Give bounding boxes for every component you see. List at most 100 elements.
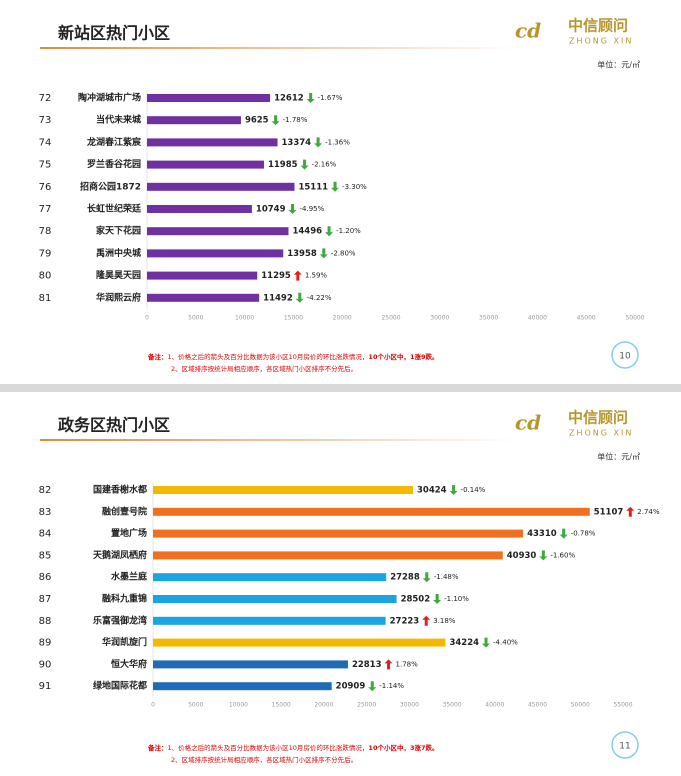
change-label: -4.22% xyxy=(307,294,332,302)
x-tick-label: 50000 xyxy=(625,315,644,322)
x-tick-label: 15000 xyxy=(272,702,291,709)
slide-title: 新站区热门小区 xyxy=(58,24,170,43)
change-label: 3.18% xyxy=(433,617,456,625)
change-arrow xyxy=(384,659,393,670)
change-label: -1.60% xyxy=(550,551,575,559)
bar xyxy=(153,529,524,538)
change-arrow xyxy=(300,159,309,170)
value-label: 13374 xyxy=(282,138,312,148)
rank: 88 xyxy=(39,616,52,627)
logo-text: 中信顾问 xyxy=(568,409,628,427)
value-label: 27223 xyxy=(390,616,420,626)
rank: 76 xyxy=(39,182,52,193)
change-arrow xyxy=(433,594,442,604)
note-text: 1、价格之后的箭头及百分比数据为该小区10月房价的环比涨跌情况， xyxy=(168,743,369,752)
category-label: 招商公园1872 xyxy=(80,180,141,192)
bar xyxy=(153,573,387,582)
note-line: 2、区域排序按统计局相应顺序，各区域热门小区排序不分先后。 xyxy=(171,364,357,373)
bar xyxy=(153,507,590,516)
bar xyxy=(147,271,258,280)
change-arrow xyxy=(295,292,304,303)
value-label: 14496 xyxy=(292,227,322,237)
value-label: 12612 xyxy=(274,94,304,104)
change-arrow xyxy=(559,528,568,539)
value-label: 20909 xyxy=(336,682,366,692)
slide-title: 政务区热门小区 xyxy=(58,416,170,435)
rank: 72 xyxy=(39,93,52,104)
rank: 74 xyxy=(39,137,52,148)
change-label: -1.48% xyxy=(434,573,459,581)
change-arrow xyxy=(288,204,297,214)
x-tick-label: 40000 xyxy=(485,702,504,709)
value-label: 27288 xyxy=(390,573,420,583)
category-label: 华润熙云府 xyxy=(96,291,141,303)
x-tick-label: 25000 xyxy=(357,702,376,709)
change-arrow xyxy=(314,137,323,148)
bar xyxy=(153,660,348,669)
bar xyxy=(147,116,241,125)
note-summary: 10个小区中，1涨9跌。 xyxy=(368,352,438,361)
bar xyxy=(147,227,289,236)
rank: 89 xyxy=(39,638,52,649)
x-tick-label: 25000 xyxy=(381,315,400,322)
change-label: -0.14% xyxy=(461,486,486,494)
rank: 73 xyxy=(39,115,52,126)
category-label: 融创壹号院 xyxy=(102,505,147,517)
change-label: -1.10% xyxy=(444,595,469,603)
change-arrow xyxy=(325,226,334,237)
change-label: -1.20% xyxy=(336,227,361,235)
bar xyxy=(147,293,260,302)
category-label: 绿地国际花都 xyxy=(93,680,147,692)
logo-mark: cd xyxy=(515,411,541,435)
category-label: 长虹世纪荣廷 xyxy=(87,203,142,215)
x-tick-label: 15000 xyxy=(284,315,303,322)
rank: 86 xyxy=(39,572,52,583)
rank: 91 xyxy=(39,681,52,692)
value-label: 11295 xyxy=(261,271,291,281)
note-line: 2、区域排序按统计局相应顺序，各区域热门小区排序不分先后。 xyxy=(171,755,357,764)
bar xyxy=(147,205,252,213)
bar xyxy=(147,138,278,147)
value-label: 34224 xyxy=(449,638,479,648)
bar xyxy=(153,486,413,494)
change-label: 2.74% xyxy=(637,508,660,516)
category-label: 家天下花园 xyxy=(96,225,141,237)
change-label: -3.30% xyxy=(342,183,367,191)
bar xyxy=(153,595,397,603)
slide: 新站区热门小区 cd 中信顾问 ZHONG XIN 单位：元/㎡ 0 5000 10000 15… xyxy=(0,0,681,384)
bar xyxy=(147,249,284,258)
slide-background xyxy=(0,0,681,384)
logo-text: 中信顾问 xyxy=(568,17,628,35)
value-label: 40930 xyxy=(507,551,537,561)
rank: 78 xyxy=(39,226,52,237)
x-tick-label: 35000 xyxy=(443,702,462,709)
change-arrow xyxy=(539,550,548,561)
change-label: -1.14% xyxy=(379,682,404,690)
change-arrow xyxy=(422,572,431,583)
note-text: 1、价格之后的箭头及百分比数据为该小区10月房价的环比涨跌情况， xyxy=(168,352,369,361)
slide-background xyxy=(0,392,681,776)
category-label: 天鹅湖凤栖府 xyxy=(93,549,147,561)
x-tick-label: 30000 xyxy=(430,315,449,322)
bar xyxy=(147,160,264,169)
bar xyxy=(147,94,271,102)
note-line: 备注：1、价格之后的箭头及百分比数据为该小区10月房价的环比涨跌情况，10个小区… xyxy=(147,352,439,361)
logo-sub: ZHONG XIN xyxy=(569,37,633,46)
x-tick-label: 30000 xyxy=(400,702,419,709)
rank: 80 xyxy=(39,271,52,282)
category-label: 国建香榭水都 xyxy=(93,484,147,496)
page-circle xyxy=(611,731,639,759)
bar xyxy=(153,682,332,691)
change-arrow xyxy=(626,506,635,517)
note-label: 备注： xyxy=(147,352,168,361)
value-label: 9625 xyxy=(245,116,269,126)
change-arrow xyxy=(306,93,315,103)
x-tick-label: 45000 xyxy=(528,702,547,709)
page-circle xyxy=(611,341,639,369)
value-label: 13958 xyxy=(287,249,317,259)
category-label: 当代未来城 xyxy=(96,114,141,126)
category-label: 龙湖春江紫宸 xyxy=(86,136,142,148)
title-underline xyxy=(40,47,520,49)
